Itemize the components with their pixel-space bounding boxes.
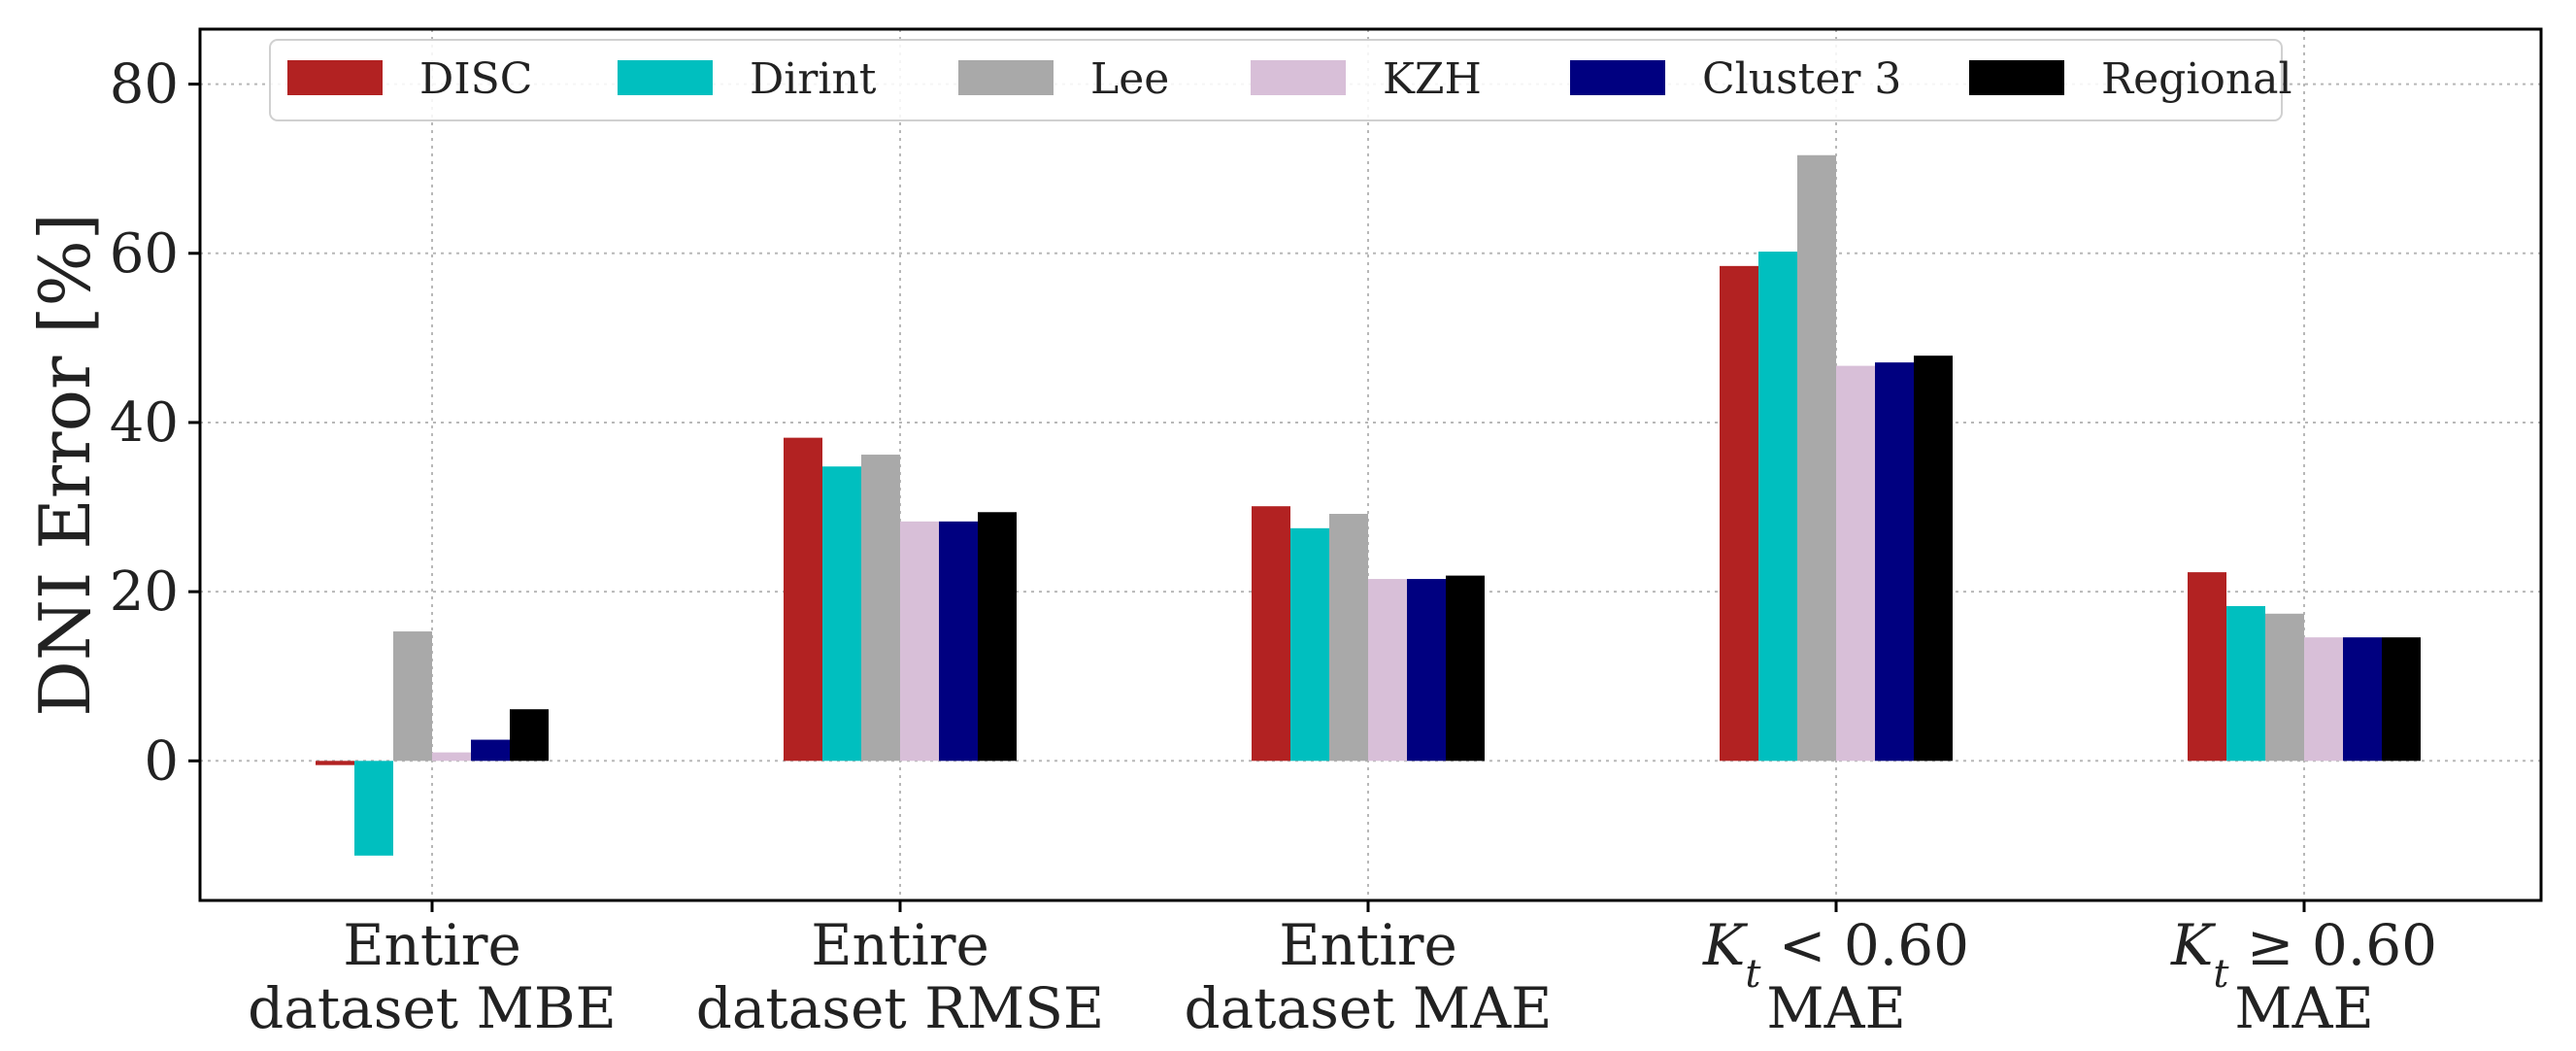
bar-dirint xyxy=(1758,252,1797,762)
x-category-label-line2: dataset RMSE xyxy=(696,975,1105,1041)
legend-swatch xyxy=(1570,60,1665,95)
category-condition: < 0.60 xyxy=(1760,912,1969,978)
bar-lee xyxy=(861,455,900,762)
legend-swatch xyxy=(287,60,383,95)
y-tick-label: 80 xyxy=(110,53,179,117)
x-category-label-line2: dataset MBE xyxy=(248,975,617,1041)
bar-kzh xyxy=(432,752,471,762)
x-category-label-line1: Entire xyxy=(343,912,521,978)
bar-cluster-3 xyxy=(1407,579,1446,762)
bar-disc xyxy=(784,437,822,762)
bar-kzh xyxy=(2304,637,2343,762)
bar-regional xyxy=(1914,356,1953,762)
bar-kzh xyxy=(1836,365,1875,762)
legend-swatch xyxy=(1969,60,2064,95)
x-category-label-line2: MAE xyxy=(2234,975,2374,1041)
bar-dirint xyxy=(822,466,861,762)
bar-regional xyxy=(2382,637,2421,762)
y-axis-ticks: 0 20 40 60 80 xyxy=(110,53,200,793)
y-tick-label: 0 xyxy=(144,729,179,793)
legend-label: KZH xyxy=(1383,54,1482,104)
legend-swatch xyxy=(1251,60,1346,95)
y-axis-label: DNI Error [%] xyxy=(24,213,106,717)
bar-cluster-3 xyxy=(939,521,978,762)
bar-cluster-3 xyxy=(1875,362,1914,762)
plot-frame xyxy=(198,27,2543,902)
grid-lines xyxy=(200,29,2541,900)
bar-cluster-3 xyxy=(2343,637,2382,762)
legend-label: Lee xyxy=(1090,54,1169,104)
x-category-label-line1: Kt ≥ 0.60 xyxy=(2170,912,2437,997)
legend-label: Cluster 3 xyxy=(1702,54,1901,104)
x-category-label-line2: MAE xyxy=(1766,975,1906,1041)
legend-label: DISC xyxy=(419,54,532,104)
bar-disc xyxy=(2188,572,2226,762)
legend: DISC Dirint Lee KZH Cluster 3 Regional xyxy=(269,39,2292,121)
x-category-label-line1: Kt < 0.60 xyxy=(1702,912,1969,997)
bars xyxy=(316,154,2421,856)
category-variable: K xyxy=(2170,912,2217,978)
bar-kzh xyxy=(900,521,939,762)
bar-lee xyxy=(2265,613,2304,762)
legend-label: Regional xyxy=(2101,54,2292,104)
bar-regional xyxy=(510,709,549,762)
bar-disc xyxy=(1720,265,1758,762)
bar-dirint xyxy=(354,761,393,856)
category-condition: ≥ 0.60 xyxy=(2228,912,2437,978)
y-tick-label: 20 xyxy=(110,560,179,624)
bar-regional xyxy=(1446,575,1485,762)
bar-dirint xyxy=(2226,605,2265,762)
bar-lee xyxy=(1797,154,1836,762)
bar-disc xyxy=(1252,506,1290,762)
y-tick-label: 60 xyxy=(110,222,179,286)
bar-lee xyxy=(1329,514,1368,762)
x-category-label-line1: Entire xyxy=(811,912,989,978)
bar-cluster-3 xyxy=(471,739,510,762)
legend-swatch xyxy=(618,60,713,95)
legend-swatch xyxy=(958,60,1054,95)
y-tick-label: 40 xyxy=(110,391,179,455)
category-variable: K xyxy=(1702,912,1749,978)
bar-dirint xyxy=(1290,527,1329,762)
category-variable-subscript: t xyxy=(2213,952,2229,997)
category-variable-subscript: t xyxy=(1745,952,1761,997)
bar-regional xyxy=(978,512,1017,762)
x-category-label-line2: dataset MAE xyxy=(1184,975,1552,1041)
legend-label: Dirint xyxy=(750,54,877,104)
bar-disc xyxy=(316,761,354,765)
bar-kzh xyxy=(1368,579,1407,762)
x-category-label-line1: Entire xyxy=(1279,912,1457,978)
bar-lee xyxy=(393,631,432,762)
